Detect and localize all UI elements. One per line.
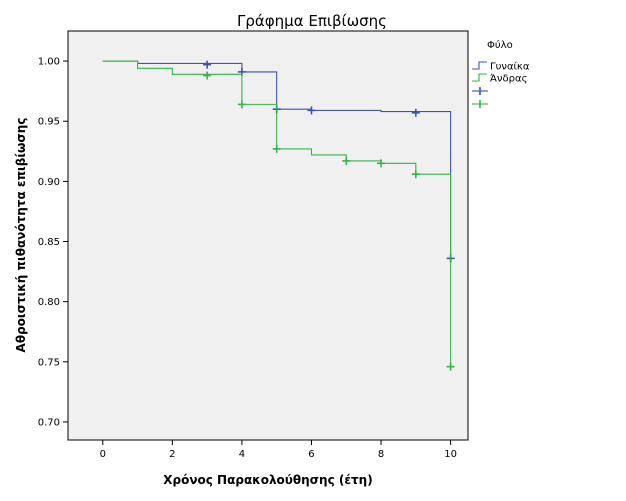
y-tick-label: 0.80	[38, 297, 60, 308]
censor-mark	[411, 170, 420, 179]
x-axis-label: Χρόνος Παρακολούθησης (έτη)	[163, 473, 372, 487]
legend-entry	[472, 87, 488, 95]
plot-area	[67, 30, 469, 441]
legend-step-icon	[472, 61, 487, 70]
censor-mark	[203, 71, 212, 80]
censor-mark	[237, 100, 246, 109]
y-axis: 0.70 0.75 0.80 0.85 0.90 0.95 1.00	[38, 57, 68, 428]
x-tick-label: 2	[169, 449, 175, 460]
censor-mark	[342, 156, 351, 165]
chart-title: Γράφημα Επιβίωσης	[237, 12, 387, 30]
x-axis: 0 2 4 6 8 10	[100, 440, 457, 460]
x-tick-label: 0	[100, 449, 106, 460]
y-tick-label: 0.95	[38, 117, 60, 128]
legend-entry: Γυναίκα	[472, 61, 530, 73]
censor-mark	[272, 144, 281, 153]
legend-entry: Άνδρας	[472, 73, 527, 85]
censor-mark	[377, 159, 386, 168]
y-tick-label: 1.00	[38, 57, 60, 68]
y-tick-label: 0.75	[38, 357, 60, 368]
legend-entry	[472, 100, 488, 108]
x-tick-label: 4	[239, 449, 245, 460]
x-tick-label: 8	[378, 449, 384, 460]
censor-mark	[446, 362, 455, 371]
x-tick-label: 10	[444, 449, 457, 460]
legend-step-icon	[472, 73, 487, 82]
y-axis-label: Αθροιστική πιθανότητα επιβίωσης	[14, 118, 28, 353]
y-tick-label: 0.70	[38, 417, 60, 428]
series-layer	[102, 60, 455, 371]
y-tick-label: 0.90	[38, 177, 60, 188]
legend-label: Άνδρας	[490, 73, 527, 85]
x-tick-label: 6	[308, 449, 314, 460]
series-line-1	[102, 60, 452, 367]
y-tick-label: 0.85	[38, 237, 60, 248]
legend-label: Γυναίκα	[490, 61, 530, 73]
censor-mark	[307, 106, 316, 115]
censor-mark	[203, 60, 212, 69]
legend-title: Φύλο	[487, 39, 513, 51]
censor-mark	[411, 108, 420, 117]
